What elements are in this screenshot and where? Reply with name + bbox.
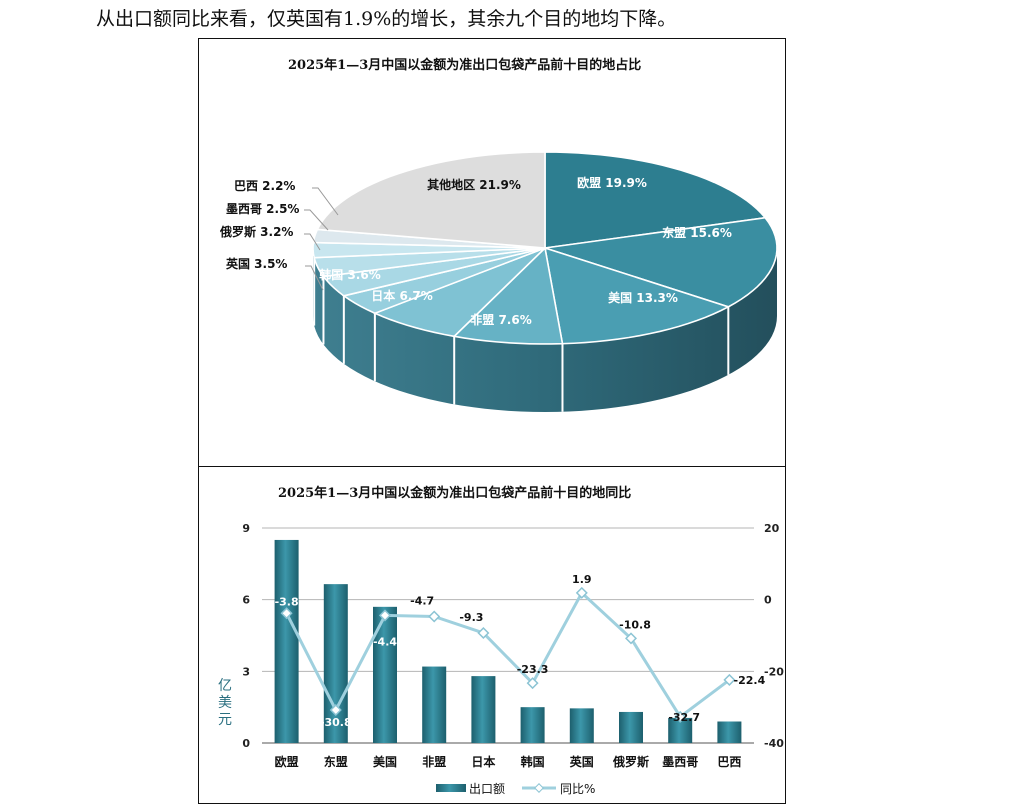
- pie-label-俄罗斯: 俄罗斯 3.2%: [219, 224, 293, 239]
- intro-text: 从出口额同比来看，仅英国有1.9%的增长，其余九个目的地均下降。: [96, 8, 677, 30]
- legend-bar-label: 出口额: [469, 782, 505, 796]
- pie-slice-韩国: [341, 247, 546, 315]
- yoy-point: [329, 704, 342, 717]
- y-tick-label: 9: [242, 522, 250, 535]
- yoy-label: 1.9: [572, 573, 592, 586]
- pie-label-墨西哥: 墨西哥 2.5%: [226, 202, 299, 216]
- yoy-line: [285, 590, 731, 720]
- x-tick-label: 韩国: [521, 754, 545, 769]
- bar-欧盟: [274, 539, 299, 743]
- legend-bar-swatch: [436, 784, 466, 792]
- y-tick-label: 3: [242, 665, 250, 678]
- pie-label-东盟: 东盟 15.6%: [662, 225, 732, 240]
- pie-label-欧盟: 欧盟 19.9%: [577, 175, 647, 190]
- y2-tick-label: -20: [764, 665, 784, 678]
- y2-tick-label: -40: [764, 737, 784, 750]
- pie-chart-title: 2025年1—3月中国以金额为准出口包袋产品前十目的地占比: [288, 58, 642, 73]
- x-tick-label: 俄罗斯: [612, 754, 649, 769]
- pie-slice-其他地区: [316, 151, 546, 249]
- bar-英国: [569, 708, 594, 743]
- x-tick-label: 非盟: [422, 754, 446, 769]
- yoy-point: [280, 607, 293, 620]
- yoy-label: -23.3: [517, 663, 549, 676]
- pie-label-其他地区: 其他地区 21.9%: [427, 177, 521, 192]
- pie-slice-东盟: [544, 216, 778, 308]
- x-tick-label: 美国: [373, 754, 397, 769]
- yoy-label: -9.3: [459, 611, 483, 624]
- yoy-label: -4.7: [410, 595, 434, 608]
- pie-slice-日本: [372, 247, 546, 338]
- y-axis-title: 亿美元: [218, 678, 232, 728]
- y2-tick-label: 20: [764, 522, 780, 535]
- pie-slice-非盟: [452, 246, 564, 345]
- pie-leader-line: [312, 187, 339, 216]
- x-tick-label: 巴西: [717, 755, 741, 769]
- pie-label-巴西: 巴西 2.2%: [234, 179, 295, 193]
- bar-美国: [373, 606, 397, 743]
- pie-label-美国: 美国 13.3%: [608, 290, 678, 305]
- legend-line-label: 同比%: [560, 782, 595, 796]
- pie-leader-line: [304, 233, 321, 251]
- pie-side-wall: [313, 248, 777, 412]
- yoy-label: -10.8: [619, 618, 651, 631]
- bar-日本: [471, 676, 496, 743]
- x-tick-label: 欧盟: [275, 754, 299, 769]
- yoy-label: -30.8: [320, 716, 352, 729]
- y-tick-label: 6: [242, 594, 250, 607]
- yoy-point: [378, 609, 392, 622]
- bar-韩国: [520, 707, 545, 743]
- x-tick-label: 墨西哥: [662, 755, 698, 769]
- chart-frame: [198, 38, 786, 804]
- pie-slice-欧盟: [544, 151, 767, 249]
- y2-tick-label: 0: [764, 594, 772, 607]
- chart-divider: [198, 466, 786, 467]
- x-tick-label: 东盟: [324, 754, 348, 769]
- bar-巴西: [717, 721, 742, 743]
- yoy-point: [428, 610, 441, 623]
- bar-chart-title: 2025年1—3月中国以金额为准出口包袋产品前十目的地同比: [278, 486, 632, 501]
- yoy-label: -22.4: [734, 674, 766, 687]
- pie-slice-美国: [543, 246, 731, 345]
- y-tick-label: 0: [242, 737, 250, 750]
- bar-俄罗斯: [619, 711, 643, 743]
- yoy-point: [723, 673, 736, 686]
- legend-line-marker: [534, 783, 544, 793]
- yoy-point: [575, 586, 588, 599]
- pie-leader-line: [304, 209, 329, 231]
- yoy-label: -4.4: [373, 635, 397, 648]
- pie-label-英国: 英国 3.5%: [226, 256, 287, 271]
- yoy-point: [624, 632, 638, 645]
- pie-label-韩国: 韩国 3.6%: [319, 267, 380, 282]
- x-tick-label: 英国: [570, 754, 594, 769]
- bar-东盟: [323, 584, 348, 743]
- yoy-point: [526, 677, 539, 690]
- pie-label-非盟: 非盟 7.6%: [470, 312, 531, 327]
- yoy-point: [674, 710, 687, 723]
- pie-leader-line: [305, 265, 324, 291]
- x-tick-label: 日本: [471, 754, 495, 769]
- pie-label-日本: 日本 6.7%: [371, 288, 432, 303]
- yoy-label: -32.7: [668, 711, 700, 724]
- bar-非盟: [422, 666, 447, 743]
- yoy-label: -3.8: [275, 595, 299, 608]
- yoy-point: [477, 626, 490, 640]
